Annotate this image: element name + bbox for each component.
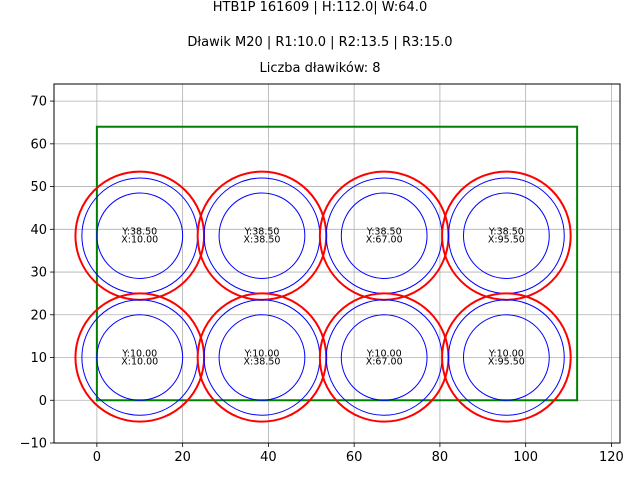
gland-circle-r1 <box>462 314 550 401</box>
x-tick-label: 60 <box>346 450 363 465</box>
x-tick-label: 20 <box>174 450 191 465</box>
gland-x-label: X:38.50 <box>244 357 281 368</box>
gland-x-label: X:10.00 <box>121 357 158 368</box>
gland-y-label: Y:10.00 <box>243 349 279 360</box>
axes-frame <box>53 83 621 444</box>
gland-circle-r1 <box>218 314 306 401</box>
gland-circle-r1 <box>340 192 428 279</box>
gland-circle-r1 <box>96 192 184 279</box>
y-tick-label: 20 <box>30 308 47 323</box>
y-tick-label: 30 <box>30 266 47 281</box>
x-tick-label: 100 <box>513 450 538 465</box>
plot-area: Y:38.50X:10.00Y:38.50X:38.50Y:38.50X:67.… <box>74 125 579 423</box>
gland-y-label: Y:38.50 <box>121 227 157 238</box>
y-tick-label: 0 <box>39 394 47 409</box>
gland-y-label: Y:10.00 <box>366 349 402 360</box>
gland-circle-r1 <box>462 192 550 279</box>
gland-circle-r1 <box>96 314 184 401</box>
x-tick-label: 0 <box>93 450 101 465</box>
gland-y-label: Y:10.00 <box>488 349 524 360</box>
gland-x-label: X:95.50 <box>488 357 525 368</box>
gland-y-label: Y:38.50 <box>243 227 279 238</box>
chart-subtitle: Dławik M20 | R1:10.0 | R2:13.5 | R3:15.0 <box>187 35 453 50</box>
gland-circle-r1 <box>340 314 428 401</box>
y-tick-label: 40 <box>30 223 47 238</box>
gland-circle-r1 <box>218 192 306 279</box>
gland-circle-r3 <box>441 292 572 423</box>
gland-x-label: X:67.00 <box>366 235 403 246</box>
gland-y-label: Y:10.00 <box>121 349 157 360</box>
chart-count-label: Liczba dławików: 8 <box>259 61 381 76</box>
gland-x-label: X:10.00 <box>121 235 158 246</box>
gland-y-label: Y:38.50 <box>366 227 402 238</box>
y-tick-label: 10 <box>30 351 47 366</box>
y-tick-label: 50 <box>30 180 47 195</box>
gland-circle-r2 <box>447 299 565 416</box>
y-tick-label: 70 <box>30 95 47 110</box>
x-tick-label: 80 <box>432 450 449 465</box>
gland-y-label: Y:38.50 <box>488 227 524 238</box>
y-tick-label: 60 <box>30 137 47 152</box>
gland-x-label: X:67.00 <box>366 357 403 368</box>
x-tick-label: 120 <box>599 450 624 465</box>
chart-title: HTB1P 161609 | H:112.0| W:64.0 <box>212 0 428 15</box>
gland-x-label: X:38.50 <box>244 235 281 246</box>
gland-x-label: X:95.50 <box>488 235 525 246</box>
y-tick-label: −10 <box>20 437 47 452</box>
axis-ticks: 0 20 40 60 80 100 120 −10 0 10 20 30 40 50 60 70 <box>20 95 624 465</box>
x-tick-label: 40 <box>260 450 277 465</box>
